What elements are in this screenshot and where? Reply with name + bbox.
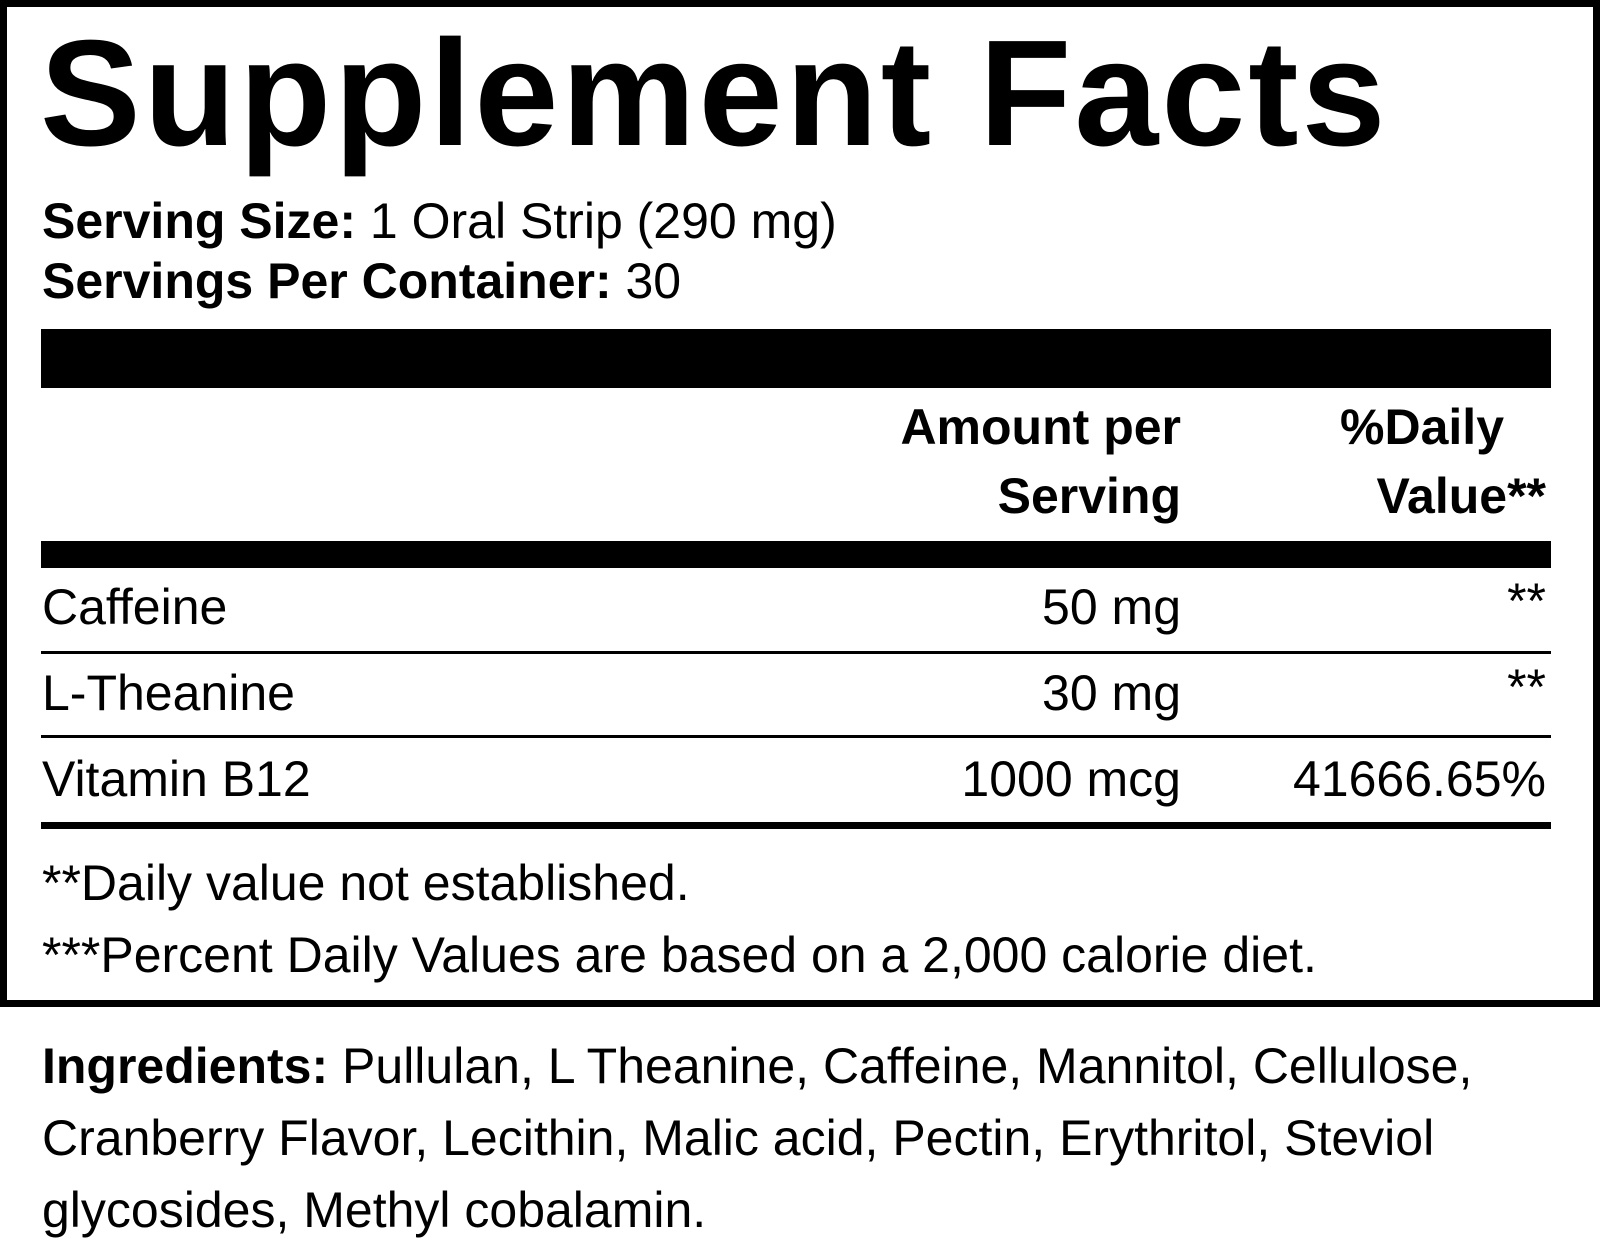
nutrient-name: L-Theanine [42,665,295,721]
supplement-facts-panel [0,0,1600,1007]
nutrient-amount: 1000 mcg [961,751,1181,807]
header-dv-line1: %Daily [1340,399,1504,455]
table-bottom-divider [41,822,1551,829]
ingredients-text: Pullulan, L Theanine, Caffeine, Mannitol… [42,1038,1473,1238]
ingredients-label: Ingredients: [42,1038,329,1094]
thick-divider [41,329,1551,388]
nutrient-dv: ** [1507,659,1546,715]
footnote: **Daily value not established. [42,855,690,911]
serving-size: Serving Size: 1 Oral Strip (290 mg) [42,192,837,250]
nutrient-amount: 50 mg [1042,579,1181,635]
nutrient-name: Vitamin B12 [42,751,311,807]
serving-size-value: 1 Oral Strip (290 mg) [356,193,837,249]
nutrient-dv: 41666.65% [1292,751,1546,807]
nutrient-name: Caffeine [42,579,228,635]
servings-per-container-label: Servings Per Container: [42,253,612,309]
header-amount-line2: Serving [997,468,1181,524]
servings-per-container-value: 30 [611,253,682,309]
serving-size-label: Serving Size: [42,193,356,249]
header-amount-line1: Amount per [900,399,1181,455]
row-divider [41,651,1551,654]
header-divider [41,541,1551,568]
row-divider [41,735,1551,738]
nutrient-dv: ** [1507,573,1546,629]
servings-per-container: Servings Per Container: 30 [42,252,681,310]
ingredients: Ingredients: Pullulan, L Theanine, Caffe… [42,1030,1582,1246]
footnote: ***Percent Daily Values are based on a 2… [42,927,1317,983]
header-dv-line2: Value** [1376,468,1546,524]
nutrient-amount: 30 mg [1042,665,1181,721]
panel-title: Supplement Facts [40,8,1389,177]
